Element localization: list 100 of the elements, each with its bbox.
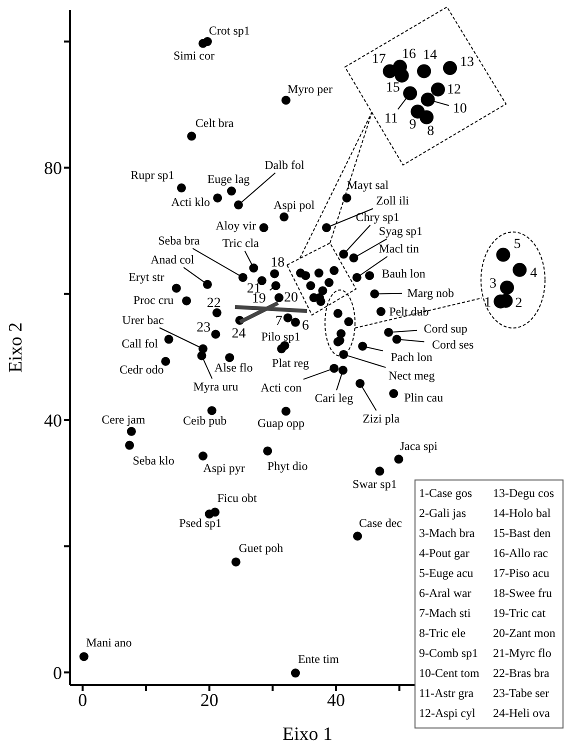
annotation: Aloy vir (216, 218, 256, 233)
annotation: Cord ses (432, 337, 474, 352)
annotation: Pilo sp1 (261, 330, 300, 344)
y-tick-label: 40 (44, 410, 62, 430)
annotation: Nect meg (388, 368, 435, 382)
annotation: Crot sp1 (208, 24, 250, 38)
annotation: Urer bac (122, 312, 164, 327)
annotation: Pelt dub (389, 304, 429, 319)
annotation: Tric cla (222, 236, 260, 250)
annotation: 9-Comb sp1 (419, 646, 478, 660)
annotation: Acti klo (171, 194, 210, 209)
annotation: Phyt dio (267, 458, 308, 473)
annotation: 1-Case gos (419, 486, 472, 500)
annotation: 2-Gali jas (419, 506, 466, 520)
annotation: Acti con (260, 380, 302, 394)
annotation: 22 (206, 296, 221, 311)
annotation: 17 (372, 52, 386, 68)
annotation: Pach lon (390, 350, 432, 364)
annotation: 2 (515, 296, 522, 311)
annotation: Cari leg (314, 391, 354, 406)
annotation: Marg nob (407, 286, 454, 300)
text: 24-Heli ova (493, 706, 551, 720)
annotation: Rupr sp1 (130, 168, 174, 182)
annotation: 4-Pout gar (419, 546, 470, 560)
annotation: Ficu obt (217, 491, 258, 506)
annotation: 19-Tric cat (493, 606, 546, 620)
annotation: 6 (302, 318, 309, 334)
y-tick-label: 80 (44, 158, 62, 178)
annotation: Aspi pol (274, 198, 316, 212)
annotation: Case dec (359, 516, 402, 530)
annotation: Seba bra (158, 233, 200, 248)
annotation: 24 (232, 326, 246, 342)
x-tick-label: 20 (200, 690, 218, 710)
annotation: Call fol (122, 336, 159, 350)
annotation: 9 (409, 118, 416, 133)
annotation: Anad col (150, 252, 195, 266)
annotation: 13-Degu cos (493, 486, 554, 500)
annotation: Mayt sal (346, 178, 390, 192)
annotation: Psed sp1 (179, 516, 222, 530)
annotation: Plat reg (272, 356, 310, 370)
annotation: 7 (275, 314, 282, 329)
annotation: 12 (446, 82, 461, 98)
annotation: 15-Bast den (493, 526, 551, 540)
annotation: Eryt str (128, 270, 164, 284)
annotation: 8 (427, 124, 434, 140)
x-axis-title: Eixo 1 (282, 724, 333, 745)
annotation: Myro per (287, 82, 332, 96)
annotation: Cere jam (102, 412, 146, 426)
annotation: Swar sp1 (352, 477, 397, 492)
annotation: 6-Aral war (419, 586, 472, 600)
annotation: Cedr odo (119, 362, 164, 376)
x-tick-label: 0 (78, 690, 88, 710)
annotation: Chry sp1 (356, 210, 400, 224)
annotation: 3 (490, 276, 496, 292)
annotation: 21-Myrc flo (493, 646, 552, 660)
annotation: 20 (284, 290, 298, 306)
annotation: 17-Piso acu (493, 566, 550, 580)
annotation: Dalb fol (264, 158, 305, 172)
annotation: 16-Allo rac (493, 546, 548, 560)
annotation: 18 (270, 256, 285, 271)
annotation: Zoll ili (376, 194, 410, 208)
annotation: Ente tim (298, 652, 340, 666)
annotation: 4 (530, 266, 538, 281)
annotation: Ceib pub (183, 414, 227, 428)
annotation: Macl tin (378, 241, 420, 256)
annotation: Seba klo (132, 453, 174, 468)
annotation: Euge lag (207, 172, 250, 186)
annotation: Cord sup (424, 321, 468, 336)
text: 23-Tabe ser (493, 686, 550, 700)
x-tick-label: 40 (327, 690, 345, 710)
annotation: 3-Mach bra (419, 526, 476, 540)
text: 11-Astr gra (419, 686, 474, 700)
y-tick-label: 0 (53, 662, 62, 683)
text: 12-Aspi cyl (419, 706, 476, 720)
annotation: 15 (386, 80, 400, 96)
annotation: Simi cor (174, 48, 214, 62)
annotation: 14-Holo bal (493, 506, 552, 520)
annotation: 22-Bras bra (493, 666, 550, 680)
annotation: 8-Tric ele (419, 626, 466, 640)
annotation: Proc cru (133, 292, 174, 307)
annotation: Celt bra (195, 116, 234, 130)
annotation: 14 (423, 48, 438, 64)
annotation: 11 (384, 111, 398, 126)
annotation: Alse flo (214, 360, 253, 375)
annotation: 18-Swee fru (493, 586, 552, 600)
annotation: Plin cau (404, 390, 444, 405)
annotation: Guap opp (257, 416, 304, 430)
annotation: Bauh lon (382, 266, 426, 281)
annotation: Syag sp1 (378, 224, 423, 238)
annotation: 23 (196, 320, 211, 336)
annotation: 1 (484, 295, 492, 310)
annotation: 7-Mach sti (419, 606, 472, 620)
annotation: Myra uru (193, 380, 238, 394)
annotation: 10-Cent tom (419, 666, 480, 680)
annotation: Mani ano (86, 636, 132, 650)
annotation: Aspi pyr (203, 461, 245, 476)
annotation: 20-Zant mon (493, 626, 556, 640)
y-axis-title: Eixo 2 (6, 322, 27, 373)
annotation: 10 (452, 102, 467, 117)
annotation: 5 (514, 236, 521, 252)
